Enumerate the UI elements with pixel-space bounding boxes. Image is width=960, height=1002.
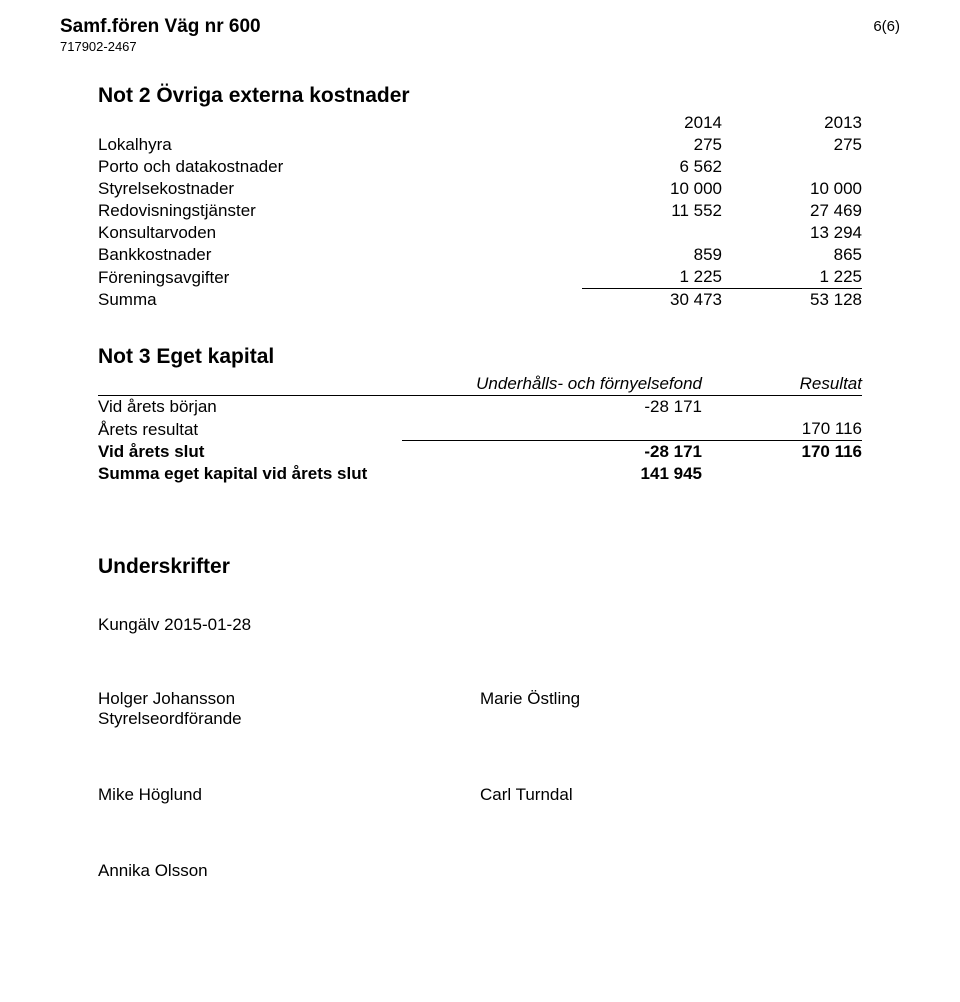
signer-role: Styrelseordförande xyxy=(98,709,480,729)
cell-value: 10 000 xyxy=(582,178,722,200)
signer-name: Carl Turndal xyxy=(480,785,862,805)
cell-value: 275 xyxy=(582,134,722,156)
sum-label: Summa eget kapital vid årets slut xyxy=(98,463,402,485)
col-year-1: 2014 xyxy=(582,112,722,134)
cell-value: 865 xyxy=(722,244,862,266)
sum-row: Summa eget kapital vid årets slut 141 94… xyxy=(98,463,862,485)
cell-empty xyxy=(98,373,402,396)
row-label: Vid årets början xyxy=(98,396,402,419)
row-label: Styrelsekostnader xyxy=(98,178,582,200)
row-label: Föreningsavgifter xyxy=(98,266,582,289)
note-2-title: Not 2 Övriga externa kostnader xyxy=(98,84,862,108)
table-row: 2014 2013 xyxy=(98,112,862,134)
signature-row: Annika Olsson xyxy=(98,861,862,881)
note-2-table: 2014 2013 Lokalhyra 275 275 Porto och da… xyxy=(98,112,862,311)
signature-block: Holger Johansson Styrelseordförande xyxy=(98,689,480,729)
sum-label: Summa xyxy=(98,289,582,312)
cell-value: 170 116 xyxy=(702,418,862,441)
table-row: Styrelsekostnader 10 000 10 000 xyxy=(98,178,862,200)
row-label: Redovisningstjänster xyxy=(98,200,582,222)
cell-value xyxy=(402,418,702,441)
signature-block: Carl Turndal xyxy=(480,785,862,805)
table-row: Årets resultat 170 116 xyxy=(98,418,862,441)
col-year-2: 2013 xyxy=(722,112,862,134)
col-fund: Underhålls- och förnyelsefond xyxy=(402,373,702,396)
table-row: Redovisningstjänster 11 552 27 469 xyxy=(98,200,862,222)
signature-block: Marie Östling xyxy=(480,689,862,729)
note-3-table: Underhålls- och förnyelsefond Resultat V… xyxy=(98,373,862,485)
cell-value xyxy=(582,222,722,244)
cell-value: 859 xyxy=(582,244,722,266)
sum-value: 53 128 xyxy=(722,289,862,312)
note-2-section: Not 2 Övriga externa kostnader 2014 2013… xyxy=(98,84,862,881)
org-id: 717902-2467 xyxy=(60,39,900,54)
cell-value: 1 225 xyxy=(722,266,862,289)
signatures-date: Kungälv 2015-01-28 xyxy=(98,615,862,635)
table-row: Bankkostnader 859 865 xyxy=(98,244,862,266)
table-row: Porto och datakostnader 6 562 xyxy=(98,156,862,178)
org-name: Samf.fören Väg nr 600 xyxy=(60,16,900,38)
signer-name: Mike Höglund xyxy=(98,785,480,805)
row-label: Vid årets slut xyxy=(98,441,402,464)
signer-name: Holger Johansson xyxy=(98,689,480,709)
cell-value: 10 000 xyxy=(722,178,862,200)
page-header: Samf.fören Väg nr 600 717902-2467 6(6) xyxy=(60,16,900,54)
table-row: Föreningsavgifter 1 225 1 225 xyxy=(98,266,862,289)
signatures-heading: Underskrifter xyxy=(98,555,862,579)
row-label: Årets resultat xyxy=(98,418,402,441)
cell-value: 275 xyxy=(722,134,862,156)
cell-value: 13 294 xyxy=(722,222,862,244)
signature-row: Mike Höglund Carl Turndal xyxy=(98,785,862,805)
cell-value: 27 469 xyxy=(722,200,862,222)
signer-name: Annika Olsson xyxy=(98,861,480,881)
signature-row: Holger Johansson Styrelseordförande Mari… xyxy=(98,689,862,729)
sum-value: 30 473 xyxy=(582,289,722,312)
signer-name: Marie Östling xyxy=(480,689,862,709)
row-label: Konsultarvoden xyxy=(98,222,582,244)
table-row: Konsultarvoden 13 294 xyxy=(98,222,862,244)
note-3-title: Not 3 Eget kapital xyxy=(98,345,862,369)
row-label: Porto och datakostnader xyxy=(98,156,582,178)
signature-block: Annika Olsson xyxy=(98,861,480,881)
col-result: Resultat xyxy=(702,373,862,396)
cell-value xyxy=(702,396,862,419)
cell-value: 11 552 xyxy=(582,200,722,222)
sum-value: 141 945 xyxy=(402,463,702,485)
table-row: Vid årets slut -28 171 170 116 xyxy=(98,441,862,464)
table-row: Vid årets början -28 171 xyxy=(98,396,862,419)
page-number: 6(6) xyxy=(873,18,900,35)
row-label: Bankkostnader xyxy=(98,244,582,266)
sum-row: Summa 30 473 53 128 xyxy=(98,289,862,312)
signature-block: Mike Höglund xyxy=(98,785,480,805)
cell-value xyxy=(722,156,862,178)
cell-value: 170 116 xyxy=(702,441,862,464)
cell-value: -28 171 xyxy=(402,441,702,464)
cell-empty xyxy=(98,112,582,134)
cell-value xyxy=(702,463,862,485)
table-row: Underhålls- och förnyelsefond Resultat xyxy=(98,373,862,396)
page: Samf.fören Väg nr 600 717902-2467 6(6) N… xyxy=(0,0,960,1002)
cell-value: 6 562 xyxy=(582,156,722,178)
table-row: Lokalhyra 275 275 xyxy=(98,134,862,156)
signature-block xyxy=(480,861,862,881)
row-label: Lokalhyra xyxy=(98,134,582,156)
cell-value: 1 225 xyxy=(582,266,722,289)
cell-value: -28 171 xyxy=(402,396,702,419)
